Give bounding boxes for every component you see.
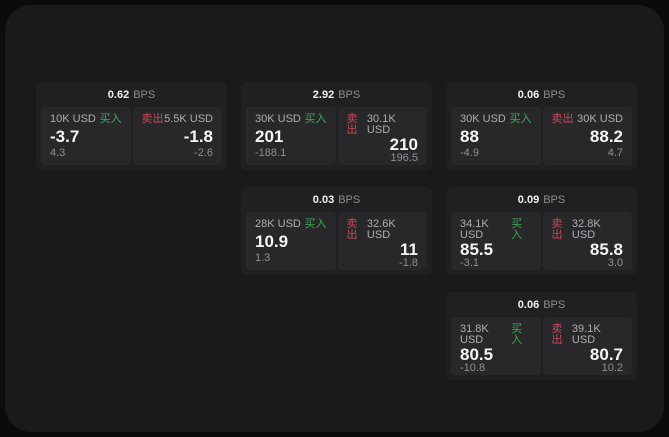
buy-sub-value: -4.9 (460, 147, 479, 159)
buy-sub-value: 1.3 (255, 252, 271, 264)
quote-card-grid: 0.62 BPS 10K USD 买入 -3.7 4.3 卖出 5.5K USD… (36, 82, 637, 380)
spread-header: 0.62 BPS (41, 82, 222, 107)
buy-price: 10.9 (255, 232, 289, 251)
spread-header: 0.03 BPS (246, 187, 427, 212)
sell-side-label: 卖出 (141, 113, 164, 125)
buy-sub-value: 4.3 (50, 147, 66, 159)
quote-card: 0.09 BPS 34.1K USD 买入 85.5 -3.1 卖出 32.8K… (446, 187, 637, 275)
spread-value: 0.06 (517, 88, 540, 101)
sell-sub-value: -1.8 (399, 257, 418, 269)
sell-price: 80.7 (589, 345, 623, 364)
sell-sub-value: 3.0 (607, 257, 623, 269)
spread-unit: BPS (338, 88, 361, 101)
spread-unit: BPS (543, 298, 566, 311)
buy-sub-value: -3.1 (460, 257, 479, 269)
sell-amount: 39.1K USD (571, 323, 601, 346)
sell-side-label: 卖出 (346, 113, 358, 136)
buy-quote-tile[interactable]: 31.8K USD 买入 80.5 -10.8 (451, 317, 541, 375)
buy-amount: 31.8K USD (460, 323, 489, 346)
spread-value: 0.03 (312, 193, 335, 206)
buy-quote-tile[interactable]: 34.1K USD 买入 85.5 -3.1 (451, 212, 541, 270)
buy-amount: 34.1K USD (460, 218, 489, 241)
sell-price: -1.8 (183, 127, 213, 146)
buy-price: 85.5 (460, 240, 494, 259)
buy-side-label: 买入 (511, 218, 523, 241)
sell-quote-tile[interactable]: 卖出 30.1K USD 210 196.5 (337, 107, 427, 165)
buy-quote-tile[interactable]: 10K USD 买入 -3.7 4.3 (41, 107, 131, 165)
sell-quote-tile[interactable]: 卖出 32.8K USD 85.8 3.0 (542, 212, 632, 270)
sell-price: 88.2 (589, 127, 623, 146)
sell-sub-value: 196.5 (390, 152, 418, 164)
buy-quote-tile[interactable]: 30K USD 买入 88 -4.9 (451, 107, 541, 165)
buy-amount: 10K USD (50, 113, 96, 125)
sell-sub-value: -2.6 (194, 147, 213, 159)
quote-card: 2.92 BPS 30K USD 买入 201 -188.1 卖出 30.1K … (241, 82, 432, 170)
spread-unit: BPS (133, 88, 156, 101)
buy-price: -3.7 (50, 127, 80, 146)
buy-amount: 28K USD (255, 218, 301, 230)
sell-quote-tile[interactable]: 卖出 32.6K USD 11 -1.8 (337, 212, 427, 270)
spread-header: 0.06 BPS (451, 82, 632, 107)
buy-quote-tile[interactable]: 30K USD 买入 201 -188.1 (246, 107, 336, 165)
quote-card: 0.06 BPS 31.8K USD 买入 80.5 -10.8 卖出 39.1… (446, 292, 637, 380)
buy-quote-tile[interactable]: 28K USD 买入 10.9 1.3 (246, 212, 336, 270)
buy-sub-value: -188.1 (255, 147, 287, 159)
buy-sub-value: -10.8 (460, 362, 486, 374)
sell-sub-value: 10.2 (601, 362, 623, 374)
sell-amount: 5.5K USD (164, 113, 213, 125)
spread-header: 0.06 BPS (451, 292, 632, 317)
sell-sub-value: 4.7 (607, 147, 623, 159)
buy-side-label: 买入 (509, 113, 532, 125)
buy-amount: 30K USD (255, 113, 301, 125)
spread-header: 2.92 BPS (246, 82, 427, 107)
quote-card: 0.62 BPS 10K USD 买入 -3.7 4.3 卖出 5.5K USD… (36, 82, 227, 170)
sell-side-label: 卖出 (551, 113, 574, 125)
buy-amount: 30K USD (460, 113, 506, 125)
spread-value: 0.06 (517, 298, 540, 311)
sell-price: 210 (389, 135, 418, 154)
sell-side-label: 卖出 (551, 218, 563, 241)
spread-value: 0.09 (517, 193, 540, 206)
spread-unit: BPS (543, 193, 566, 206)
sell-amount: 32.8K USD (571, 218, 601, 241)
buy-price: 88 (460, 127, 479, 146)
sell-amount: 30.1K USD (366, 113, 396, 136)
spread-value: 2.92 (312, 88, 335, 101)
sell-amount: 32.6K USD (366, 218, 396, 241)
sell-quote-tile[interactable]: 卖出 39.1K USD 80.7 10.2 (542, 317, 632, 375)
spread-value: 0.62 (107, 88, 130, 101)
quote-card: 0.06 BPS 30K USD 买入 88 -4.9 卖出 30K USD 8… (446, 82, 637, 170)
sell-quote-tile[interactable]: 卖出 5.5K USD -1.8 -2.6 (132, 107, 222, 165)
sell-price: 85.8 (589, 240, 623, 259)
sell-quote-tile[interactable]: 卖出 30K USD 88.2 4.7 (542, 107, 632, 165)
buy-price: 201 (255, 127, 284, 146)
sell-price: 11 (400, 240, 418, 259)
buy-side-label: 买入 (511, 323, 523, 346)
buy-price: 80.5 (460, 345, 494, 364)
buy-side-label: 买入 (304, 218, 327, 230)
spread-unit: BPS (338, 193, 361, 206)
spread-header: 0.09 BPS (451, 187, 632, 212)
sell-amount: 30K USD (577, 113, 623, 125)
spread-unit: BPS (543, 88, 566, 101)
sell-side-label: 卖出 (551, 323, 563, 346)
quote-card: 0.03 BPS 28K USD 买入 10.9 1.3 卖出 32.6K US… (241, 187, 432, 275)
buy-side-label: 买入 (304, 113, 327, 125)
buy-side-label: 买入 (99, 113, 122, 125)
sell-side-label: 卖出 (346, 218, 358, 241)
